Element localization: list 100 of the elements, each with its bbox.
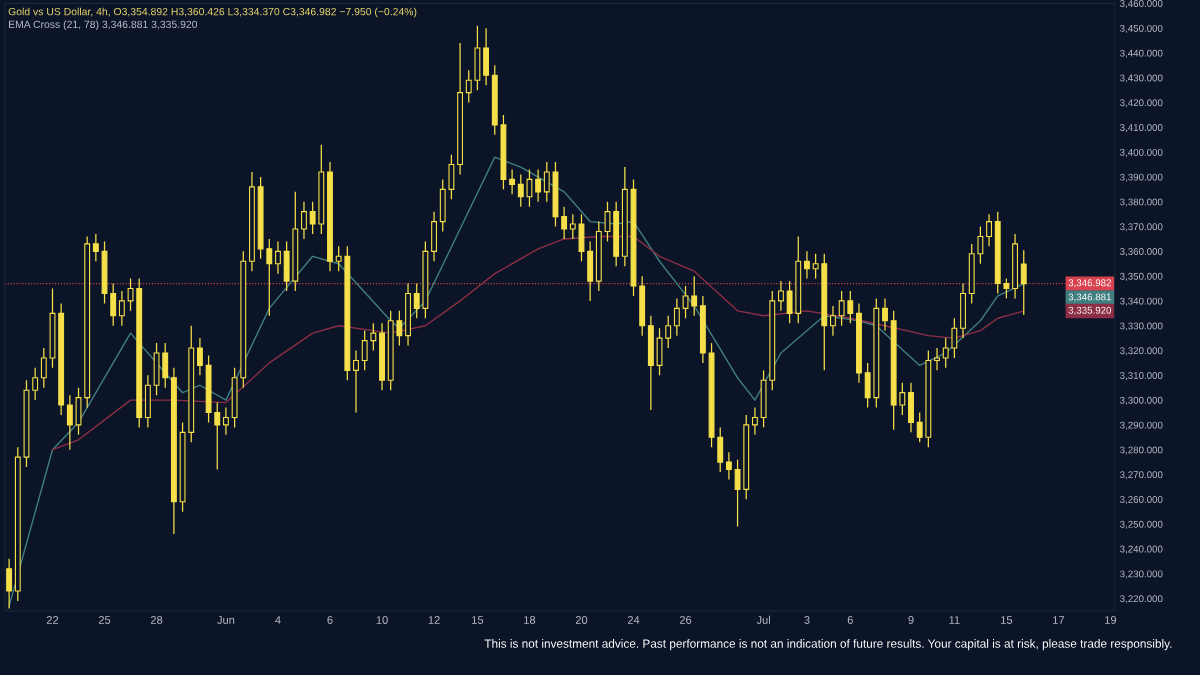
- candlestick: [1003, 277, 1010, 300]
- candlestick: [986, 213, 992, 247]
- candlestick: [196, 337, 203, 376]
- x-tick-label: 3: [804, 616, 810, 624]
- ref-line-label: 3,346.982: [1068, 279, 1111, 288]
- candlestick: [6, 558, 13, 610]
- x-tick-label: 10: [376, 616, 388, 624]
- candlestick: [847, 290, 854, 324]
- candlestick: [916, 411, 923, 443]
- candlestick: [899, 382, 906, 416]
- x-tick-label: 22: [46, 616, 59, 624]
- candlestick: [942, 337, 949, 369]
- line-series: [8, 156, 1025, 607]
- y-tick-label: 3,380.000: [1120, 198, 1163, 207]
- x-tick-label: Jun: [217, 616, 235, 624]
- candlestick: [396, 310, 403, 347]
- y-tick-label: 3,440.000: [1120, 49, 1163, 58]
- x-tick-label: 12: [428, 616, 440, 624]
- y-tick-label: 3,360.000: [1120, 248, 1163, 257]
- x-tick-label: 6: [847, 616, 853, 624]
- candlestick: [725, 451, 732, 481]
- candlestick: [118, 290, 125, 327]
- x-tick-label: 15: [472, 616, 484, 624]
- y-tick-label: 3,400.000: [1120, 148, 1163, 157]
- candlestick: [691, 275, 698, 317]
- candlestick: [977, 225, 984, 265]
- candlestick: [682, 285, 689, 319]
- x-tick-label: 4: [275, 616, 281, 624]
- candlestick: [561, 206, 568, 240]
- x-tick-label: 24: [627, 616, 640, 624]
- x-tick-label: 18: [524, 616, 536, 624]
- candlestick: [838, 290, 845, 327]
- x-tick-label: 15: [1001, 616, 1013, 624]
- y-tick-label: 3,300.000: [1120, 396, 1163, 405]
- x-tick-label: 6: [327, 616, 333, 624]
- candlestick: [361, 330, 368, 371]
- x-tick-label: 26: [679, 616, 692, 624]
- x-tick-label: 9: [908, 616, 914, 624]
- x-tick-label: 19: [1105, 616, 1117, 624]
- text: EMA Cross (21, 78) 3,346.881 3,335.920: [8, 20, 198, 31]
- candlestick: [353, 349, 359, 414]
- y-tick-label: 3,460.000: [1120, 0, 1163, 9]
- y-tick-label: 3,250.000: [1120, 520, 1163, 529]
- candlestick: [1020, 249, 1027, 316]
- candlestick: [882, 297, 888, 332]
- candlestick: [934, 347, 940, 371]
- x-tick-label: Jul: [756, 615, 770, 624]
- candlestick: [569, 213, 576, 240]
- candlestick: [32, 367, 39, 401]
- y-tick-label: 3,270.000: [1120, 471, 1163, 480]
- candlestick: [543, 161, 550, 203]
- candlestick: [275, 240, 281, 275]
- candlestick: [535, 168, 542, 203]
- candlestick: [110, 282, 117, 327]
- candlestick: [786, 280, 793, 324]
- candlestick: [673, 297, 680, 337]
- y-tick-label: 3,330.000: [1120, 322, 1163, 331]
- candlestick: [301, 201, 307, 240]
- candlestick: [465, 69, 472, 104]
- candlestick: [92, 233, 99, 262]
- candlestick: [40, 347, 47, 389]
- candlestick: [517, 173, 524, 208]
- y-tick-label: 3,230.000: [1120, 570, 1163, 579]
- x-tick-label: 11: [949, 616, 960, 624]
- candlestick: [222, 406, 229, 436]
- x-tick-label: 17: [1053, 616, 1065, 624]
- y-tick-label: 3,390.000: [1120, 173, 1163, 182]
- y-tick-label: 3,340.000: [1120, 297, 1163, 306]
- candlestick: [66, 394, 73, 451]
- y-tick-label: 3,370.000: [1120, 223, 1163, 232]
- x-tick-label: 20: [575, 616, 588, 624]
- candlestick: [812, 253, 819, 280]
- y-tick-label: 3,450.000: [1120, 24, 1163, 33]
- candlestick: [509, 168, 516, 195]
- annotation: 3,346.881: [1068, 293, 1111, 302]
- y-tick-label: 3,240.000: [1120, 545, 1163, 554]
- y-tick-label: 3,220.000: [1120, 595, 1163, 604]
- candlestick: [951, 317, 958, 359]
- annotation: 3,335.920: [1068, 306, 1112, 315]
- y-tick-label: 3,350.000: [1120, 272, 1163, 281]
- candlestick: [665, 315, 672, 349]
- candlestick: [777, 280, 784, 312]
- candlestick: [214, 401, 221, 471]
- candlestick: [734, 458, 741, 528]
- y-tick-label: 3,290.000: [1120, 421, 1163, 430]
- text: This is not investment advice. Past performance is not an indication of future results. Your capital is at risk, please trade responsibly.: [484, 639, 1172, 651]
- y-tick-label: 3,410.000: [1120, 124, 1163, 133]
- candlestick: [804, 250, 810, 280]
- line-series: [51, 235, 1025, 451]
- candlestick: [127, 277, 134, 312]
- candlestick: [751, 406, 758, 436]
- candlestick: [266, 238, 273, 317]
- candlestick: [309, 201, 316, 235]
- chart-title: Gold vs US Dollar, 4h, O3,354.892 H3,360.426 L3,334.370 C3,346.982 −7.950 (−0.24%): [8, 7, 417, 18]
- y-tick-label: 3,280.000: [1120, 446, 1163, 455]
- y-tick-label: 3,310.000: [1120, 372, 1163, 381]
- y-tick-label: 3,430.000: [1120, 74, 1163, 83]
- candlestick: [604, 201, 611, 243]
- y-tick-label: 3,320.000: [1120, 347, 1163, 356]
- y-tick-label: 3,420.000: [1120, 99, 1163, 108]
